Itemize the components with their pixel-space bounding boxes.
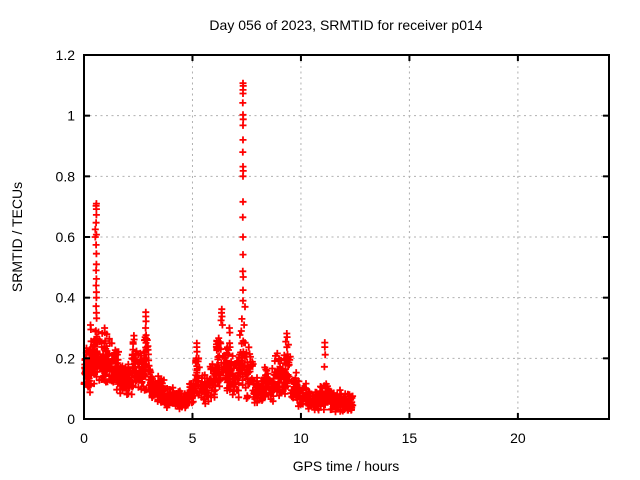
y-tick-label: 0.6: [56, 229, 76, 245]
data-points: [80, 79, 357, 416]
chart-title: Day 056 of 2023, SRMTID for receiver p01…: [209, 17, 482, 33]
axes-and-ticks: 0 5 10 15 20 0 0.2 0.4 0.6 0.8 1 1.2: [56, 47, 610, 446]
x-tick-label: 10: [293, 430, 309, 446]
scatter-plus-markers: [80, 79, 357, 416]
x-tick-label: 20: [510, 430, 526, 446]
y-tick-label: 0.2: [56, 350, 76, 366]
x-tick-label: 5: [189, 430, 197, 446]
y-tick-label: 1.2: [56, 47, 76, 63]
y-axis-label: SRMTID / TECUs: [9, 182, 25, 292]
y-tick-label: 0.8: [56, 168, 76, 184]
y-tick-label: 1: [67, 108, 75, 124]
y-tick-label: 0: [67, 411, 75, 427]
gridlines: [84, 55, 609, 419]
x-tick-label: 15: [402, 430, 418, 446]
y-tick-label: 0.4: [56, 290, 76, 306]
x-tick-label: 0: [80, 430, 88, 446]
x-axis-label: GPS time / hours: [293, 458, 400, 474]
